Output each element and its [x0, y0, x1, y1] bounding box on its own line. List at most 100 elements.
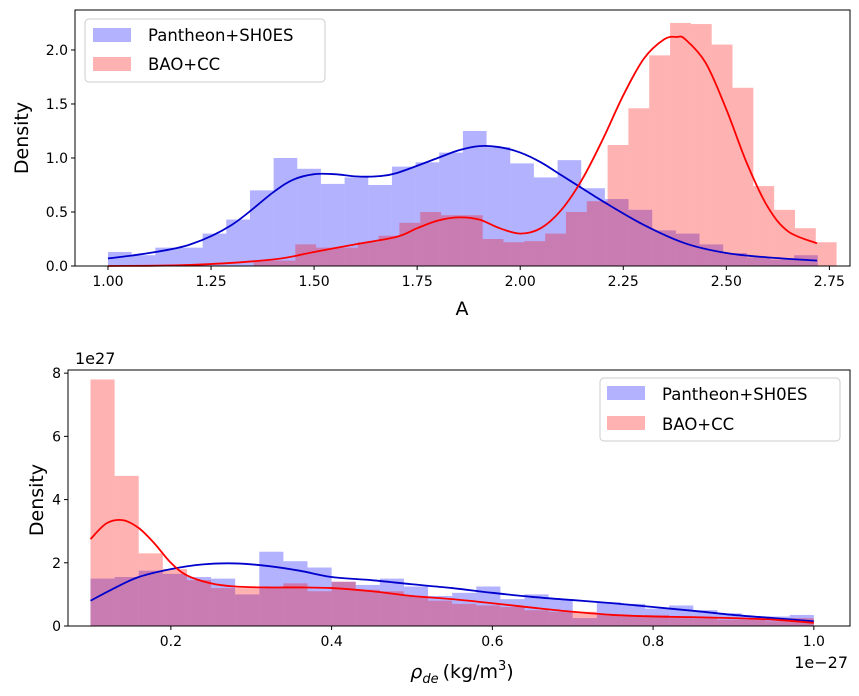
- hist-bar-bao: [283, 583, 308, 626]
- x-tick-label: 1.50: [299, 274, 330, 290]
- hist-bar-bao: [586, 201, 608, 266]
- hist-bar-pantheon: [368, 184, 392, 266]
- x-tick-label: 0.4: [320, 634, 342, 650]
- hist-bar-bao: [259, 588, 284, 626]
- legend-label-bao: BAO+CC: [148, 55, 220, 74]
- plot-frame: [67, 369, 851, 627]
- hist-bar-bao: [316, 247, 337, 266]
- kde-layer: [89, 518, 814, 624]
- hist-bar-pantheon: [581, 188, 605, 266]
- hist-bar-pantheon: [572, 618, 597, 626]
- hist-bar-pantheon: [90, 578, 115, 626]
- hist-bar-bao: [378, 235, 400, 266]
- legend-label-pantheon: Pantheon+SH0ES: [148, 26, 294, 45]
- hist-bar-pantheon: [138, 570, 163, 626]
- hist-bar-bao: [741, 619, 766, 626]
- hist-bar-pantheon: [524, 594, 549, 626]
- hist-bar-pantheon: [273, 157, 298, 266]
- hist-bar-bao: [186, 580, 212, 626]
- x-tick-label: 1.0: [803, 634, 825, 650]
- legend: Pantheon+SH0ES BAO+CC: [84, 18, 326, 83]
- x-tick-label: 1.00: [92, 274, 123, 290]
- hist-bar-bao: [500, 607, 525, 626]
- hist-bar-bao: [524, 241, 546, 266]
- x-tick-label: 2.00: [505, 274, 536, 290]
- x-axis-label-sub: de: [422, 672, 438, 687]
- hist-bar-pantheon: [486, 147, 511, 266]
- x-axis-label-sup: 3: [498, 659, 506, 674]
- hist-bar-pantheon: [391, 166, 416, 266]
- hist-bar-bao: [545, 233, 566, 266]
- x-tick-label: 1.75: [402, 274, 433, 290]
- kde-line-pantheon: [90, 562, 814, 623]
- hist-bar-bao: [649, 55, 671, 266]
- hist-bar-pantheon: [620, 603, 646, 626]
- hist-bar-bao: [732, 87, 754, 266]
- legend-box: [599, 377, 841, 442]
- legend-label-bao: BAO+CC: [662, 415, 734, 434]
- y-tick-label: 8: [52, 366, 61, 382]
- legend-swatch-bao: [607, 416, 645, 430]
- hist-bar-bao: [753, 186, 775, 266]
- hist-bar-pantheon: [249, 190, 274, 266]
- kde-line-pantheon: [107, 144, 818, 262]
- hist-bar-pantheon: [548, 599, 573, 626]
- chart-panel-a: 1.00 1.25 1.50 1.75 2.00 2.25 2.50 2.75 0.0 0.5 1…: [11, 9, 851, 320]
- hist-bar-pantheon: [452, 592, 477, 626]
- hist-bar-pantheon: [107, 251, 132, 266]
- hist-bar-bao: [211, 588, 236, 626]
- hist-bar-pantheon: [155, 247, 179, 266]
- hist-bar-pantheon: [131, 255, 156, 266]
- legend-swatch-pantheon: [93, 28, 131, 42]
- histogram-layer: [107, 22, 837, 267]
- hist-bar-bao: [307, 591, 332, 626]
- hist-bar-bao: [711, 44, 733, 266]
- hist-bar-pantheon: [652, 230, 676, 266]
- y-tick-label: 0: [52, 619, 61, 635]
- hist-bar-bao: [441, 215, 462, 266]
- hist-bar-bao: [607, 145, 629, 266]
- hist-bar-bao: [461, 215, 483, 266]
- y-axis-ticks: 0 2 4 6 8: [52, 366, 68, 635]
- hist-bar-bao: [138, 553, 163, 626]
- hist-bar-bao: [690, 24, 712, 267]
- x-axis-ticks: 0.2 0.4 0.6 0.8 1.0: [160, 626, 825, 650]
- hist-bar-bao: [235, 588, 260, 626]
- x-tick-label: 2.25: [608, 274, 639, 290]
- hist-bar-bao: [645, 614, 670, 626]
- y-axis-label: Density: [26, 464, 48, 536]
- hist-bar-pantheon: [235, 594, 260, 626]
- hist-bar-pantheon: [746, 257, 771, 266]
- hist-bar-bao: [90, 379, 115, 626]
- x-offset-label: 1e−27: [794, 653, 848, 672]
- legend-label-pantheon: Pantheon+SH0ES: [662, 385, 808, 404]
- y-tick-label: 6: [52, 429, 61, 445]
- y-axis-label: Density: [11, 102, 33, 174]
- hist-bar-pantheon: [741, 616, 766, 626]
- hist-bar-bao: [403, 595, 429, 626]
- hist-bar-pantheon: [202, 233, 227, 266]
- hist-bar-bao: [572, 611, 597, 626]
- hist-bar-bao: [428, 600, 453, 626]
- hist-bar-bao: [399, 222, 421, 266]
- hist-bar-bao: [815, 242, 837, 266]
- x-tick-label: 1.25: [195, 274, 226, 290]
- hist-bar-pantheon: [162, 573, 187, 626]
- y-tick-label: 4: [52, 493, 61, 509]
- hist-bar-bao: [476, 605, 501, 626]
- y-tick-label: 0.0: [46, 259, 68, 275]
- hist-bar-bao: [565, 211, 587, 266]
- x-axis-label-rho: ρ: [410, 661, 422, 683]
- hist-bar-bao: [162, 569, 187, 626]
- hist-bar-bao: [620, 616, 646, 626]
- x-tick-label: 0.6: [481, 634, 503, 650]
- hist-bar-pantheon: [557, 160, 582, 266]
- y-tick-label: 1.5: [46, 97, 68, 113]
- hist-bar-bao: [379, 591, 404, 626]
- hist-bar-bao: [357, 242, 379, 266]
- y-tick-label: 0.5: [46, 205, 68, 221]
- legend-swatch-bao: [93, 57, 131, 71]
- x-axis-label-close: ): [506, 661, 513, 683]
- hist-bar-bao: [596, 614, 621, 626]
- hist-bar-bao: [524, 610, 549, 626]
